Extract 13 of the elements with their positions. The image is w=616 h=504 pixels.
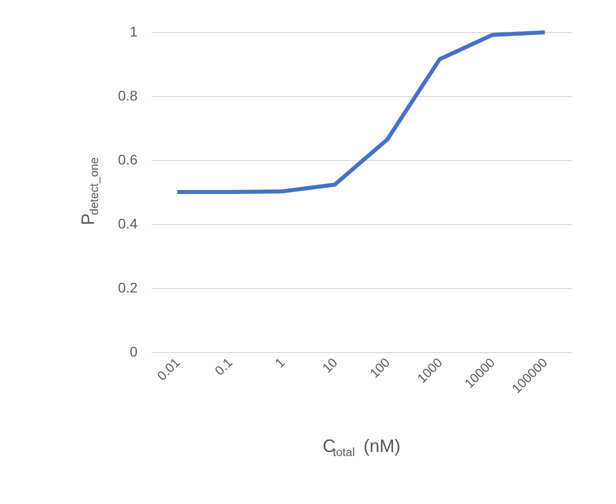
y-tick-label: 0.4 xyxy=(118,216,138,232)
y-tick-label: 0.8 xyxy=(118,88,138,104)
y-tick-label: 0.6 xyxy=(118,152,138,168)
y-axis-title: Pdetect_one xyxy=(78,157,101,226)
line-series xyxy=(175,30,547,194)
x-tick-label: 10 xyxy=(319,354,340,376)
x-tick-label: 1 xyxy=(272,354,288,371)
x-tick-label: 100 xyxy=(366,354,393,381)
y-tick-label: 0 xyxy=(130,344,138,360)
y-tick-label: 1 xyxy=(130,24,138,40)
x-tick-label: 0.1 xyxy=(212,354,236,378)
x-tick-label: 0.01 xyxy=(154,354,183,384)
y-tick-label: 0.2 xyxy=(118,280,138,296)
